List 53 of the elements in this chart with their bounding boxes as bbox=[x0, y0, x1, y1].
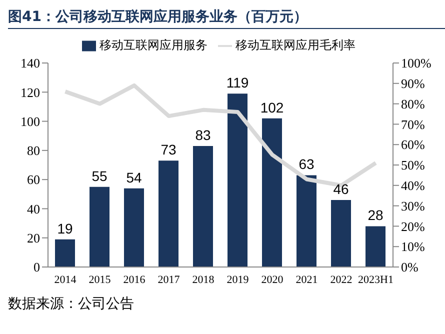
y-tick-label: 60 bbox=[27, 172, 40, 188]
y-tick-label: 40 bbox=[27, 201, 40, 216]
data-label: 73 bbox=[160, 142, 176, 158]
data-label: 55 bbox=[92, 168, 108, 184]
y-tick-label: 80 bbox=[27, 143, 40, 158]
y2-tick-label: 80% bbox=[401, 96, 425, 112]
x-tick-label: 2014 bbox=[54, 274, 77, 286]
x-tick-label: 2016 bbox=[123, 274, 146, 286]
y2-tick-label: 0% bbox=[401, 260, 418, 275]
chart-title: 图41：公司移动互联网应用服务业务（百万元） bbox=[8, 8, 445, 29]
data-label: 19 bbox=[57, 220, 73, 236]
bar bbox=[158, 160, 178, 267]
y-tick-label: 20 bbox=[27, 230, 40, 246]
data-label: 119 bbox=[226, 74, 249, 91]
y2-tick-label: 100% bbox=[401, 56, 432, 71]
x-tick-label: 2017 bbox=[158, 274, 180, 286]
y-tick-label: 140 bbox=[20, 56, 40, 71]
data-label: 102 bbox=[260, 99, 284, 116]
x-tick-label: 2018 bbox=[192, 274, 215, 286]
y2-tick-label: 10% bbox=[401, 239, 425, 254]
bar bbox=[331, 200, 351, 267]
y-tick-label: 120 bbox=[20, 84, 40, 100]
legend-label: 移动互联网应用毛利率 bbox=[236, 38, 356, 52]
x-tick-label: 2021 bbox=[296, 274, 318, 286]
y2-tick-label: 70% bbox=[401, 116, 425, 132]
bar bbox=[90, 186, 110, 267]
bar bbox=[55, 239, 75, 267]
y-tick-label: 0 bbox=[34, 260, 40, 275]
data-label: 63 bbox=[298, 156, 314, 172]
data-label: 54 bbox=[126, 169, 142, 186]
data-label: 28 bbox=[368, 207, 384, 224]
data-label: 83 bbox=[195, 127, 211, 144]
data-label: 46 bbox=[333, 180, 349, 197]
y2-tick-label: 20% bbox=[401, 218, 425, 234]
bar bbox=[296, 175, 316, 267]
bar bbox=[124, 188, 144, 267]
legend-label: 移动互联网应用服务 bbox=[100, 38, 208, 52]
x-tick-label: 2022 bbox=[330, 274, 352, 286]
bar bbox=[366, 226, 386, 267]
y-tick-label: 100 bbox=[20, 114, 40, 129]
bar bbox=[193, 146, 213, 267]
source-note: 数据来源：公司公告 bbox=[8, 295, 135, 313]
x-tick-label: 2020 bbox=[261, 274, 284, 286]
bar bbox=[262, 118, 282, 267]
x-tick-label: 2023H1 bbox=[358, 274, 394, 286]
x-tick-label: 2015 bbox=[88, 274, 112, 286]
y2-tick-label: 30% bbox=[401, 198, 425, 214]
y2-tick-label: 90% bbox=[401, 76, 425, 92]
y2-tick-label: 60% bbox=[401, 137, 425, 152]
x-tick-label: 2019 bbox=[226, 274, 250, 286]
y2-tick-label: 50% bbox=[401, 158, 425, 173]
bar bbox=[228, 94, 248, 267]
y2-tick-label: 40% bbox=[401, 178, 425, 194]
